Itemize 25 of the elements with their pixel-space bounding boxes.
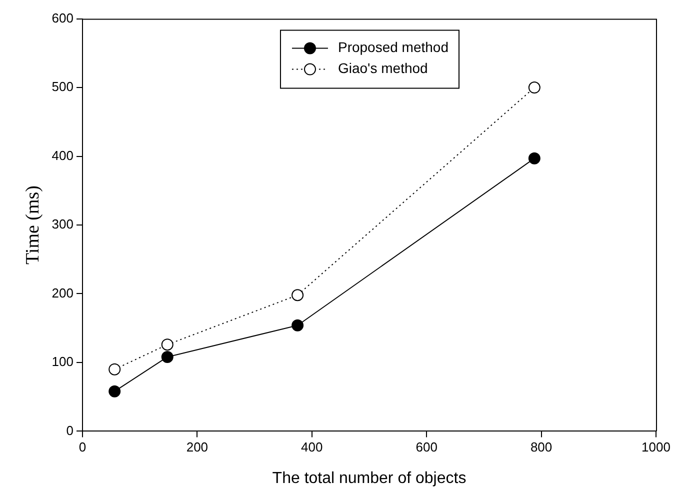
x-tick-label: 800 [530, 440, 552, 455]
x-axis-title: The total number of objects [272, 470, 466, 487]
x-tick-label: 400 [301, 440, 323, 455]
y-tick-label: 600 [52, 10, 74, 26]
point [108, 363, 121, 376]
y-tick-label: 400 [52, 148, 74, 163]
point [108, 385, 121, 398]
point [528, 152, 540, 164]
legend-label: Proposed method [338, 39, 449, 56]
point [161, 338, 174, 351]
point [292, 289, 304, 302]
y-tick-label: 0 [66, 422, 74, 438]
y-tick-label: 300 [52, 216, 74, 232]
point [528, 82, 540, 94]
x-tick-label: 0 [78, 440, 86, 455]
y-axis-title: Time (ms) [22, 185, 44, 265]
y-tick-label: 500 [52, 79, 74, 94]
x-tick-label: 1000 [642, 440, 670, 455]
legend-label: Giao's method [338, 60, 428, 76]
point [292, 319, 304, 332]
y-tick-label: 200 [52, 285, 74, 300]
x-tick-label: 600 [416, 440, 438, 455]
point [161, 350, 174, 363]
x-tick-label: 200 [186, 440, 208, 455]
y-tick-label: 100 [52, 354, 74, 370]
